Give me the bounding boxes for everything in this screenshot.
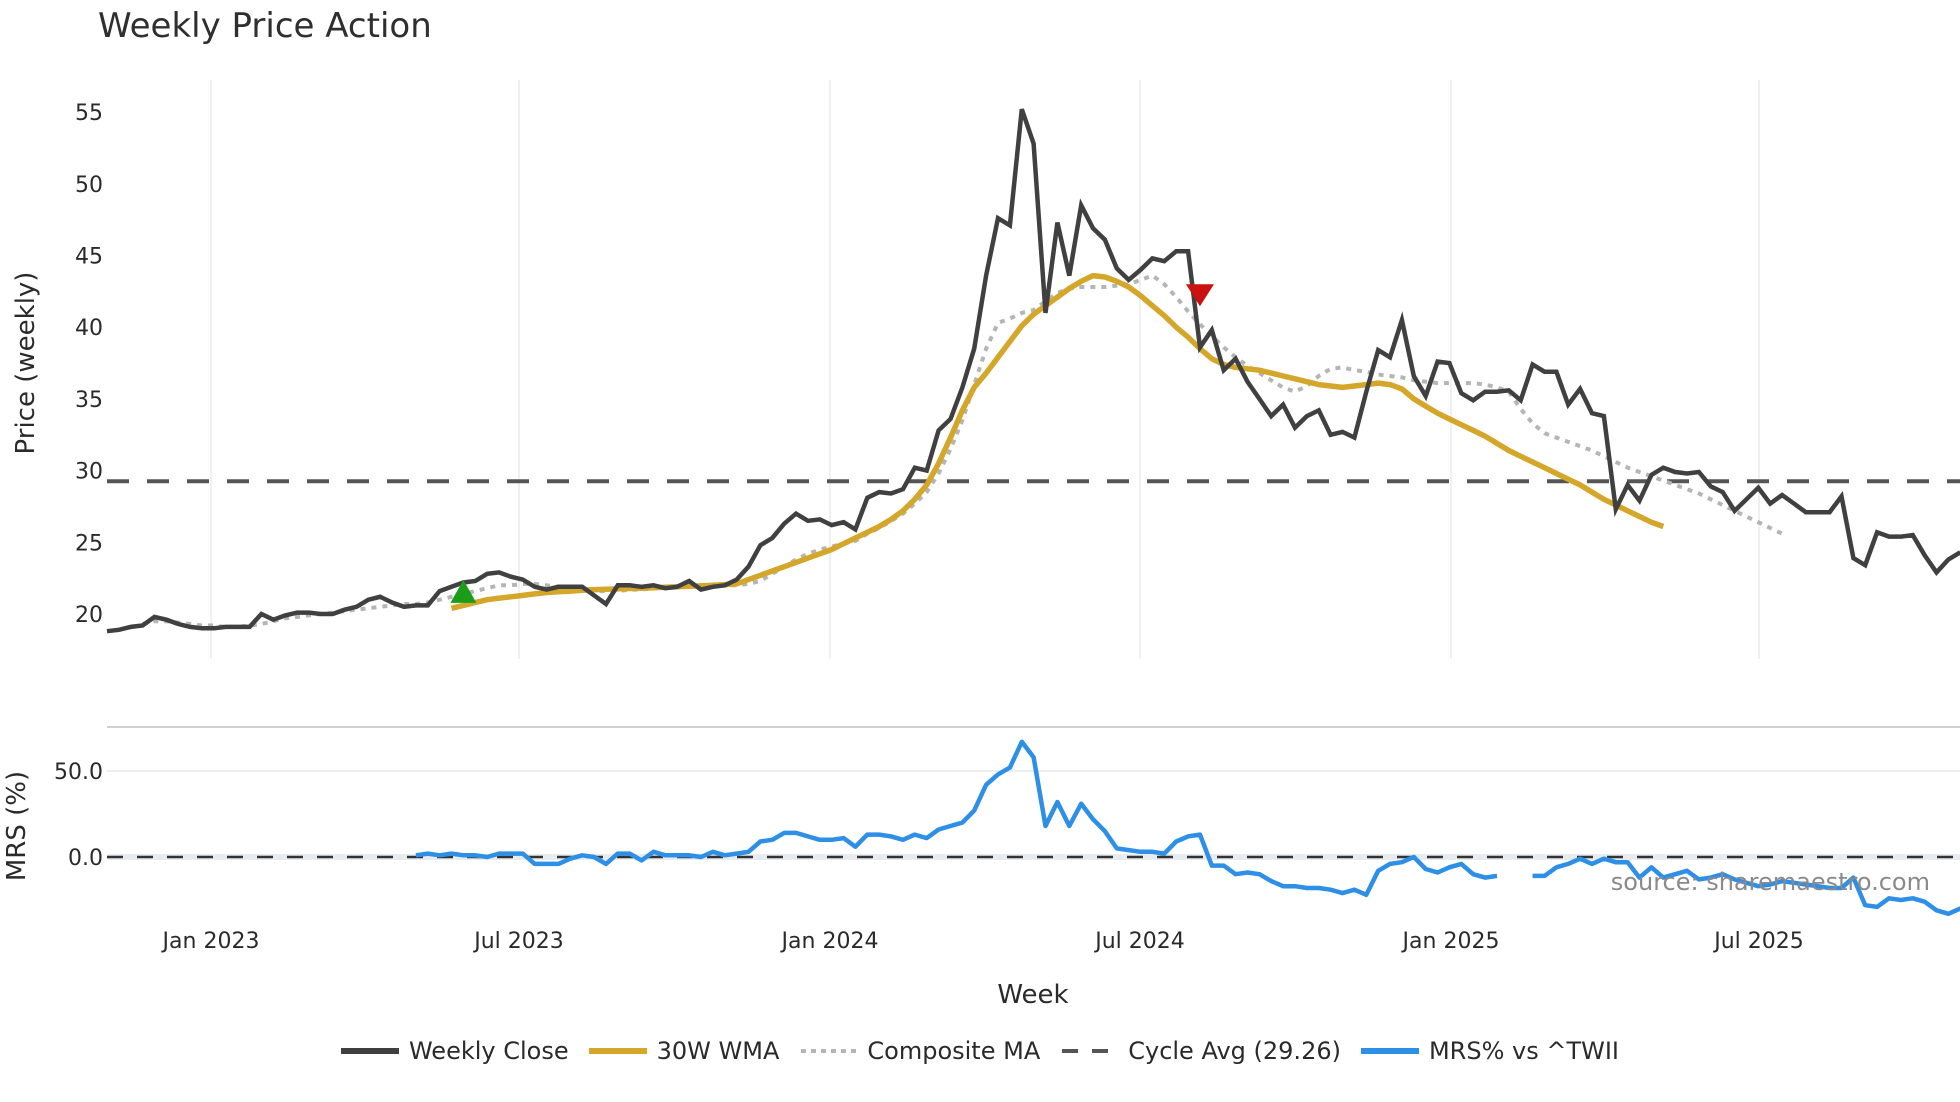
x-axis-title: Week [997,980,1068,1010]
y-tick-label: 35 [75,388,103,413]
legend: Weekly Close 30W WMA Composite MA Cycle … [0,1036,1960,1066]
y-tick-label: 30 [75,460,103,485]
y-tick-label: 55 [75,101,103,126]
chart-title: Weekly Price Action [98,6,432,46]
mrs-y-axis: 0.0 50.0 [54,760,1960,871]
legend-label: 30W WMA [656,1037,780,1065]
legend-label: Weekly Close [408,1037,569,1065]
x-axis: Jan 2023 Jul 2023 Jan 2024 Jul 2024 Jan 2025… [161,929,1804,954]
price-y-axis-title: Price (weekly) [11,272,41,455]
y-tick-label: 25 [75,531,103,556]
x-tick-label: Jan 2024 [780,929,879,954]
solid-line-icon [588,1048,647,1054]
30w-wma-line [450,272,1665,611]
x-tick-label: Jan 2025 [1401,929,1500,954]
legend-label: Composite MA [867,1037,1041,1065]
legend-item-weekly-close[interactable]: Weekly Close [340,1036,569,1066]
x-tick-label: Jul 2024 [1093,929,1185,954]
y-tick-label: 40 [75,316,103,341]
x-gridlines [210,80,1760,659]
mrs-line [415,739,1960,917]
legend-label: Cycle Avg (29.26) [1128,1037,1341,1065]
composite-ma-line [142,273,1783,629]
weekly-close-line [106,108,1960,634]
dotted-line-icon [801,1049,858,1053]
legend-item-30w-wma[interactable]: 30W WMA [588,1036,780,1066]
x-tick-label: Jul 2025 [1712,929,1804,954]
legend-item-mrs[interactable]: MRS% vs ^TWII [1360,1036,1620,1066]
dashed-line-icon [1062,1049,1119,1053]
source-label: source: sharemaestro.com [1611,868,1930,896]
mrs-y-axis-title: MRS (%) [2,771,32,881]
price-y-axis: 20 25 30 35 40 45 50 55 [75,101,103,628]
legend-item-composite-ma[interactable]: Composite MA [799,1036,1040,1066]
sell-signal-icon [1185,284,1214,307]
x-tick-label: Jan 2023 [161,929,260,954]
solid-line-icon [1360,1048,1419,1054]
buy-signal-icon [450,579,477,603]
y-tick-label: 50.0 [54,760,103,785]
legend-label: MRS% vs ^TWII [1428,1037,1620,1065]
y-tick-label: 0.0 [68,846,103,871]
y-tick-label: 45 [75,245,103,270]
legend-item-cycle-avg[interactable]: Cycle Avg (29.26) [1060,1036,1341,1066]
y-tick-label: 20 [75,603,103,628]
solid-line-icon [340,1048,399,1054]
y-tick-label: 50 [75,173,103,198]
plot-series [106,108,1960,917]
x-tick-label: Jul 2023 [472,929,564,954]
